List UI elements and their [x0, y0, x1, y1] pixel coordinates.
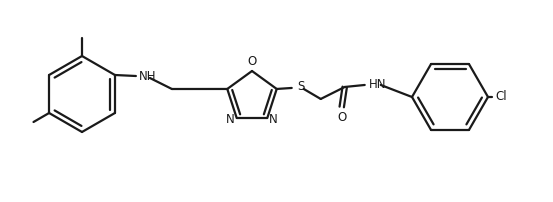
- Text: S: S: [298, 80, 305, 94]
- Text: NH: NH: [139, 70, 156, 83]
- Text: O: O: [337, 111, 346, 124]
- Text: Cl: Cl: [495, 90, 507, 103]
- Text: O: O: [247, 55, 257, 68]
- Text: HN: HN: [369, 78, 386, 92]
- Text: N: N: [226, 113, 234, 125]
- Text: N: N: [269, 113, 278, 125]
